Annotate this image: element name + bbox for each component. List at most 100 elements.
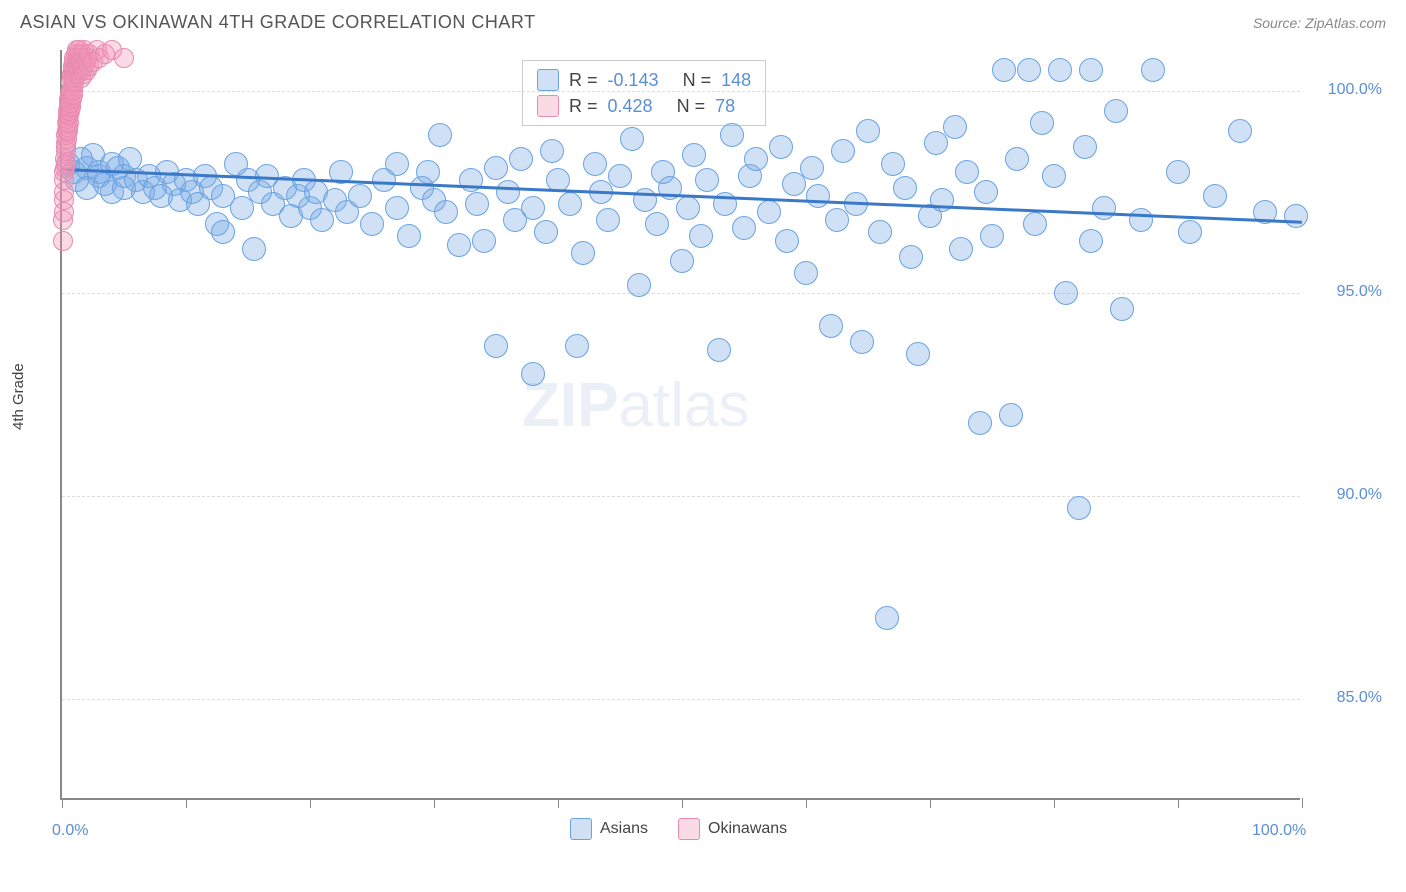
data-point xyxy=(1178,220,1202,244)
y-axis-label: 4th Grade xyxy=(10,363,27,430)
data-point xyxy=(999,403,1023,427)
data-point xyxy=(893,176,917,200)
data-point xyxy=(875,606,899,630)
data-point xyxy=(496,180,520,204)
data-point xyxy=(434,200,458,224)
data-point xyxy=(1104,99,1128,123)
data-point xyxy=(782,172,806,196)
gridline xyxy=(62,496,1300,497)
series-legend: Asians Okinawans xyxy=(570,818,787,840)
gridline xyxy=(62,699,1300,700)
x-tick xyxy=(186,798,187,808)
data-point xyxy=(1110,297,1134,321)
data-point xyxy=(627,273,651,297)
data-point xyxy=(924,131,948,155)
data-point xyxy=(825,208,849,232)
data-point xyxy=(645,212,669,236)
data-point xyxy=(310,208,334,232)
data-point xyxy=(385,196,409,220)
watermark: ZIPatlas xyxy=(522,370,749,441)
data-point xyxy=(949,237,973,261)
x-tick xyxy=(434,798,435,808)
legend-item: Asians xyxy=(570,818,648,840)
x-tick xyxy=(310,798,311,808)
data-point xyxy=(968,411,992,435)
data-point xyxy=(416,160,440,184)
data-point xyxy=(397,224,421,248)
data-point xyxy=(744,147,768,171)
x-tick xyxy=(682,798,683,808)
data-point xyxy=(565,334,589,358)
x-tick-label: 100.0% xyxy=(1252,822,1306,840)
data-point xyxy=(1092,196,1116,220)
x-tick xyxy=(62,798,63,808)
data-point xyxy=(1023,212,1047,236)
data-point xyxy=(881,152,905,176)
data-point xyxy=(509,147,533,171)
data-point xyxy=(1073,135,1097,159)
data-point xyxy=(831,139,855,163)
data-point xyxy=(695,168,719,192)
data-point xyxy=(707,338,731,362)
chart-title: ASIAN VS OKINAWAN 4TH GRADE CORRELATION … xyxy=(20,12,536,33)
x-tick xyxy=(806,798,807,808)
data-point xyxy=(682,143,706,167)
data-point xyxy=(943,115,967,139)
data-point xyxy=(720,123,744,147)
data-point xyxy=(1079,58,1103,82)
data-point xyxy=(689,224,713,248)
data-point xyxy=(348,184,372,208)
data-point xyxy=(521,362,545,386)
data-point xyxy=(608,164,632,188)
data-point xyxy=(974,180,998,204)
data-point xyxy=(242,237,266,261)
data-point xyxy=(800,156,824,180)
data-point xyxy=(819,314,843,338)
y-tick-label: 90.0% xyxy=(1312,486,1382,504)
data-point xyxy=(114,48,134,68)
data-point xyxy=(1054,281,1078,305)
data-point xyxy=(465,192,489,216)
stats-row: R = -0.143N = 148 xyxy=(537,67,751,93)
legend-item: Okinawans xyxy=(678,818,787,840)
data-point xyxy=(211,220,235,244)
x-tick xyxy=(930,798,931,808)
gridline xyxy=(62,91,1300,92)
data-point xyxy=(1141,58,1165,82)
data-point xyxy=(230,196,254,220)
data-point xyxy=(670,249,694,273)
data-point xyxy=(1166,160,1190,184)
x-tick xyxy=(1054,798,1055,808)
data-point xyxy=(769,135,793,159)
data-point xyxy=(521,196,545,220)
data-point xyxy=(428,123,452,147)
data-point xyxy=(53,231,73,251)
data-point xyxy=(1228,119,1252,143)
data-point xyxy=(1079,229,1103,253)
x-tick xyxy=(558,798,559,808)
x-tick xyxy=(1178,798,1179,808)
stats-legend: R = -0.143N = 148R = 0.428N = 78 xyxy=(522,60,766,126)
data-point xyxy=(850,330,874,354)
data-point xyxy=(620,127,644,151)
data-point xyxy=(1203,184,1227,208)
data-point xyxy=(899,245,923,269)
data-point xyxy=(868,220,892,244)
data-point xyxy=(906,342,930,366)
data-point xyxy=(775,229,799,253)
data-point xyxy=(930,188,954,212)
scatter-plot: ZIPatlas R = -0.143N = 148R = 0.428N = 7… xyxy=(60,50,1300,800)
data-point xyxy=(980,224,1004,248)
data-point xyxy=(534,220,558,244)
data-point xyxy=(1129,208,1153,232)
data-point xyxy=(794,261,818,285)
data-point xyxy=(583,152,607,176)
data-point xyxy=(955,160,979,184)
data-point xyxy=(558,192,582,216)
data-point xyxy=(1048,58,1072,82)
data-point xyxy=(757,200,781,224)
data-point xyxy=(447,233,471,257)
data-point xyxy=(1030,111,1054,135)
data-point xyxy=(484,156,508,180)
stats-row: R = 0.428N = 78 xyxy=(537,93,751,119)
